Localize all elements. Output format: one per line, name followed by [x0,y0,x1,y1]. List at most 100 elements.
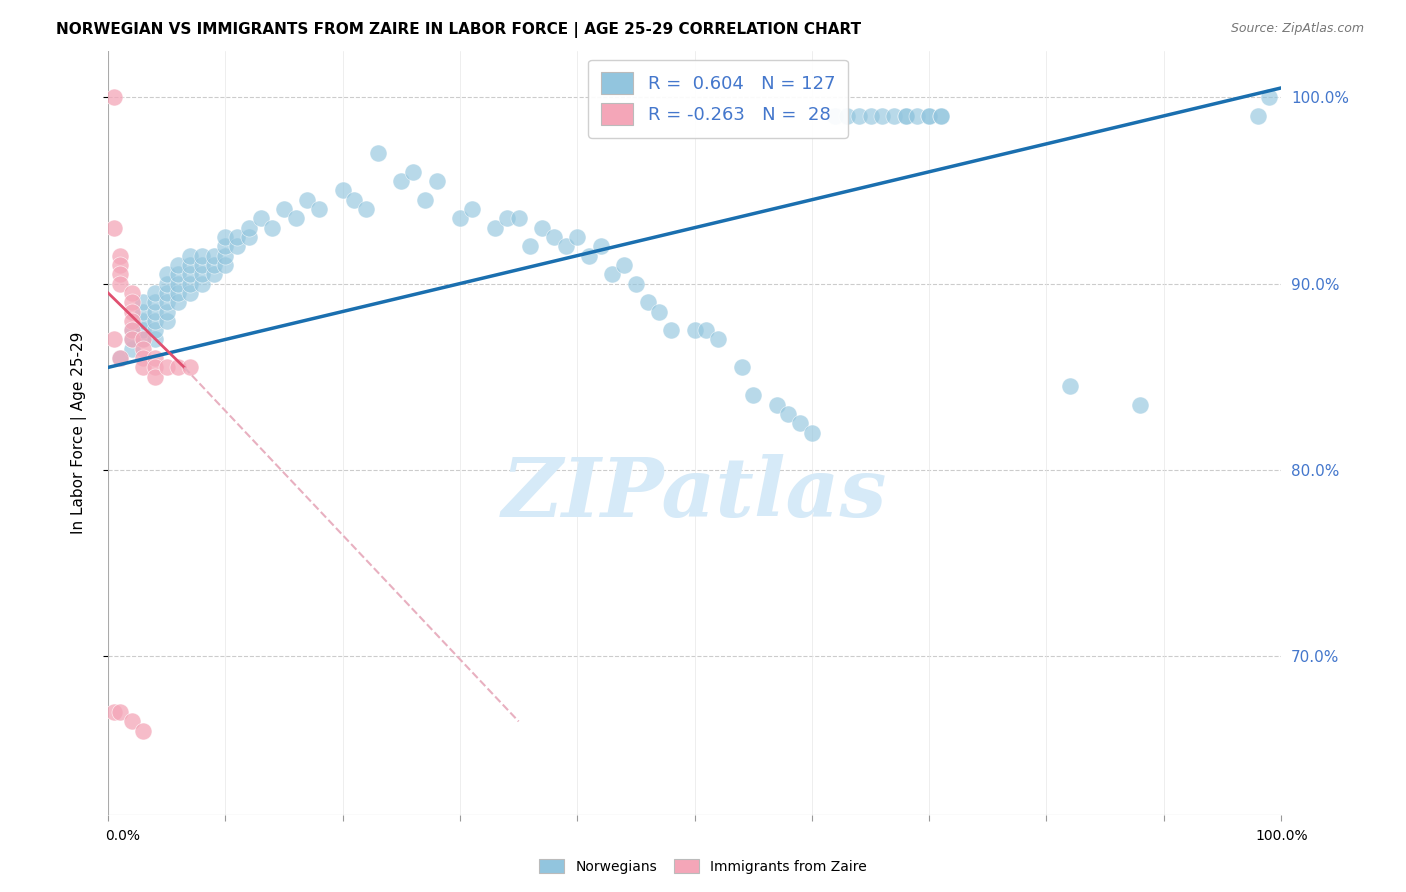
Point [179,277,201,291]
Point [894,109,917,123]
Point [1246,109,1268,123]
Point [367,146,389,161]
Point [143,314,166,328]
Point [191,258,214,272]
Point [872,109,894,123]
Point [1258,90,1281,104]
Point [262,220,284,235]
Point [167,258,190,272]
Point [695,323,717,337]
Text: ZIPatlas: ZIPatlas [502,454,887,533]
Point [848,109,870,123]
Point [132,360,155,375]
Point [179,285,201,300]
Point [179,360,201,375]
Point [167,285,190,300]
Point [859,109,882,123]
Point [508,211,530,226]
Point [449,211,471,226]
Point [496,211,519,226]
Point [103,705,125,719]
Point [132,323,155,337]
Point [460,202,482,216]
Point [167,360,190,375]
Point [156,304,179,318]
Point [132,295,155,310]
Point [121,333,143,347]
Point [613,258,636,272]
Point [143,323,166,337]
Point [835,109,858,123]
Point [121,714,143,729]
Point [132,723,155,738]
Legend: R =  0.604   N = 127, R = -0.263   N =  28: R = 0.604 N = 127, R = -0.263 N = 28 [588,60,848,138]
Point [108,351,131,365]
Point [121,295,143,310]
Point [519,239,541,253]
Point [132,333,155,347]
Text: 100.0%: 100.0% [1256,829,1308,843]
Point [214,258,236,272]
Point [648,304,671,318]
Point [273,202,295,216]
Point [167,277,190,291]
Point [143,333,166,347]
Point [543,230,565,244]
Point [156,360,179,375]
Point [108,705,131,719]
Point [484,220,506,235]
Point [742,388,765,402]
Point [121,304,143,318]
Point [143,285,166,300]
Point [121,323,143,337]
Point [894,109,917,123]
Point [249,211,271,226]
Point [214,249,236,263]
Point [191,267,214,281]
Point [354,202,377,216]
Point [578,249,600,263]
Point [343,193,366,207]
Y-axis label: In Labor Force | Age 25-29: In Labor Force | Age 25-29 [72,332,87,533]
Point [1059,379,1081,393]
Point [425,174,447,188]
Point [202,249,225,263]
Point [202,258,225,272]
Point [297,193,319,207]
Point [637,295,659,310]
Point [402,165,425,179]
Legend: Norwegians, Immigrants from Zaire: Norwegians, Immigrants from Zaire [533,852,873,880]
Text: NORWEGIAN VS IMMIGRANTS FROM ZAIRE IN LABOR FORCE | AGE 25-29 CORRELATION CHART: NORWEGIAN VS IMMIGRANTS FROM ZAIRE IN LA… [56,22,862,38]
Point [108,267,131,281]
Point [143,369,166,384]
Point [202,267,225,281]
Point [683,323,706,337]
Point [332,183,354,197]
Text: Source: ZipAtlas.com: Source: ZipAtlas.com [1230,22,1364,36]
Point [156,295,179,310]
Point [765,398,787,412]
Point [143,351,166,365]
Point [143,360,166,375]
Point [824,109,846,123]
Point [143,304,166,318]
Point [156,267,179,281]
Point [143,295,166,310]
Point [156,314,179,328]
Point [1129,398,1152,412]
Point [167,267,190,281]
Point [121,314,143,328]
Point [214,239,236,253]
Point [121,323,143,337]
Point [121,333,143,347]
Point [589,239,612,253]
Point [918,109,941,123]
Point [883,109,905,123]
Point [132,304,155,318]
Point [907,109,929,123]
Point [191,249,214,263]
Point [121,285,143,300]
Point [191,277,214,291]
Point [179,258,201,272]
Point [132,314,155,328]
